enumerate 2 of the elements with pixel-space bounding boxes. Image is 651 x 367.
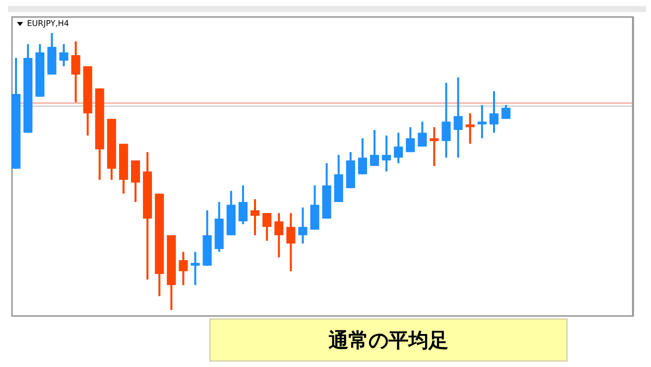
chart-subtitle: EURJPY,H4: [27, 19, 70, 28]
text: 通常の平均足: [328, 328, 448, 352]
